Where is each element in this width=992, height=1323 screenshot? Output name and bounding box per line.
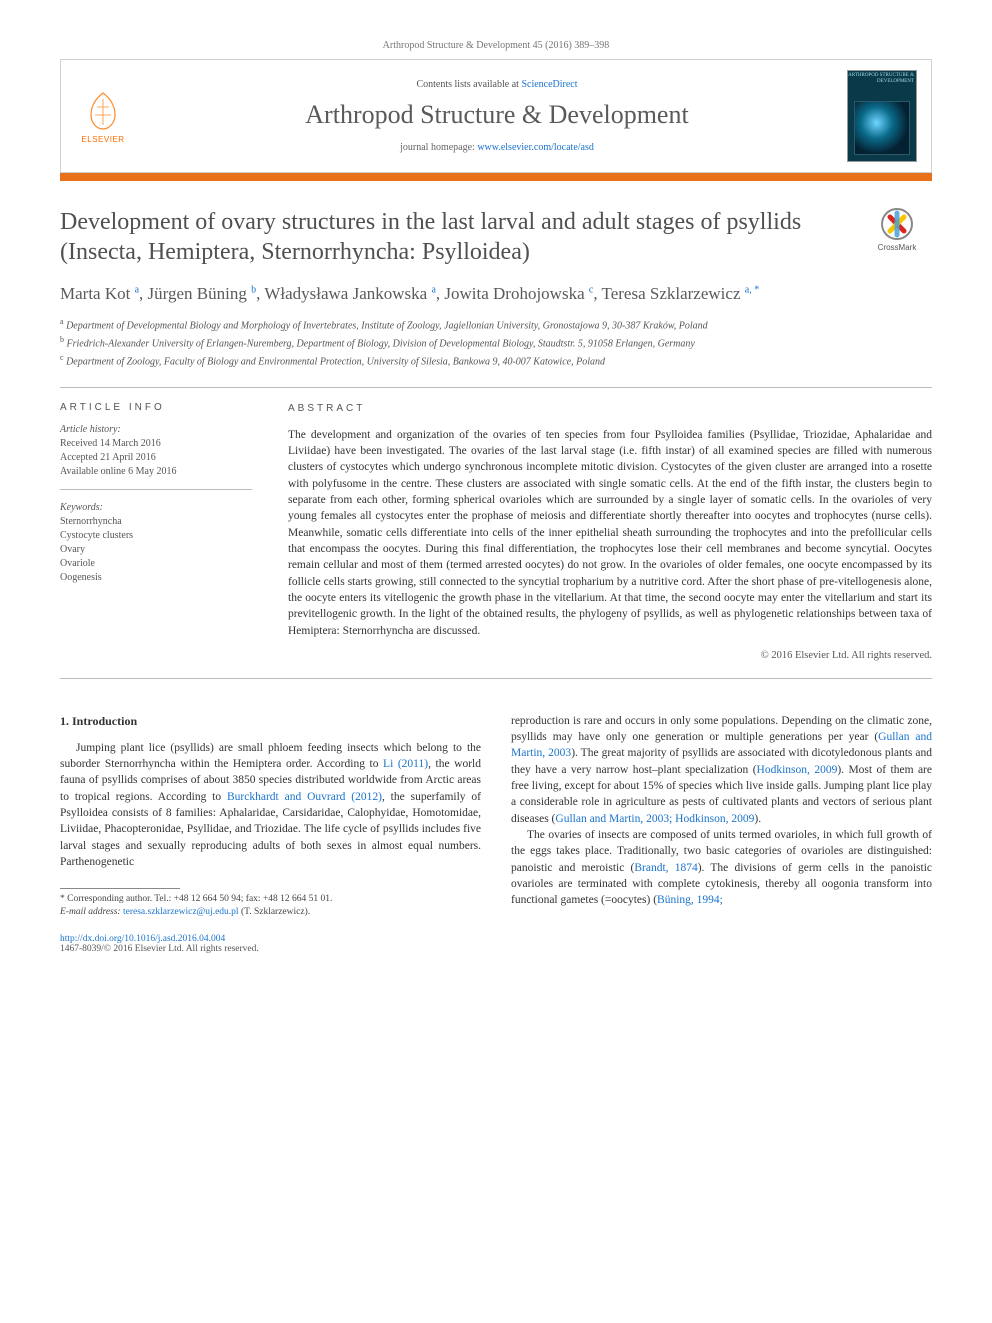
crossmark-badge[interactable]: CrossMark	[862, 207, 932, 253]
citation-link[interactable]: Brandt, 1874	[634, 862, 697, 874]
citation-link[interactable]: Li (2011)	[383, 758, 428, 770]
abstract-copyright: © 2016 Elsevier Ltd. All rights reserved…	[288, 649, 932, 664]
received-date: Received 14 March 2016	[60, 437, 252, 451]
article-info-heading: ARTICLE INFO	[60, 402, 252, 413]
cover-image	[854, 101, 910, 155]
affiliations: a Department of Developmental Biology an…	[60, 316, 932, 369]
cover-label: ARTHROPOD STRUCTURE & DEVELOPMENT	[848, 73, 914, 84]
intro-paragraph-1-cont: reproduction is rare and occurs in only …	[511, 713, 932, 827]
footnote-rule	[60, 888, 180, 889]
history-label: Article history:	[60, 423, 252, 437]
page-footer: http://dx.doi.org/10.1016/j.asd.2016.04.…	[60, 934, 932, 954]
article-info-sidebar: ARTICLE INFO Article history: Received 1…	[60, 388, 270, 677]
right-column: reproduction is rare and occurs in only …	[511, 713, 932, 918]
journal-header-box: ELSEVIER Contents lists available at Sci…	[60, 59, 932, 173]
citation-link[interactable]: Hodkinson, 2009	[757, 764, 838, 776]
intro-paragraph-2: The ovaries of insects are composed of u…	[511, 827, 932, 909]
article-history: Article history: Received 14 March 2016 …	[60, 423, 252, 490]
keyword: Sternorrhyncha	[60, 515, 252, 529]
homepage-line: journal homepage: www.elsevier.com/locat…	[147, 142, 847, 153]
contents-lists-line: Contents lists available at ScienceDirec…	[147, 79, 847, 90]
affiliation-b: b Friedrich-Alexander University of Erla…	[60, 334, 932, 352]
corresponding-email-link[interactable]: teresa.szklarzewicz@uj.edu.pl	[123, 907, 239, 917]
online-date: Available online 6 May 2016	[60, 465, 252, 479]
citation-link[interactable]: Burckhardt and Ouvrard (2012)	[227, 791, 382, 803]
orange-divider-bar	[60, 173, 932, 181]
corresponding-author-footnote: * Corresponding author. Tel.: +48 12 664…	[60, 893, 481, 918]
journal-title: Arthropod Structure & Development	[147, 100, 847, 130]
doi-link[interactable]: http://dx.doi.org/10.1016/j.asd.2016.04.…	[60, 934, 225, 944]
keyword: Ovariole	[60, 557, 252, 571]
article-title: Development of ovary structures in the l…	[60, 207, 932, 267]
email-line: E-mail address: teresa.szklarzewicz@uj.e…	[60, 906, 481, 918]
corresponding-line: * Corresponding author. Tel.: +48 12 664…	[60, 893, 481, 905]
keyword: Oogenesis	[60, 571, 252, 585]
affiliation-c: c Department of Zoology, Faculty of Biol…	[60, 352, 932, 370]
homepage-prefix: journal homepage:	[400, 142, 477, 153]
citation-link[interactable]: Büning, 1994;	[657, 894, 723, 906]
keywords-label: Keywords:	[60, 502, 252, 513]
journal-cover-thumbnail: ARTHROPOD STRUCTURE & DEVELOPMENT	[847, 70, 917, 162]
left-column: 1. Introduction Jumping plant lice (psyl…	[60, 713, 481, 918]
article-title-text: Development of ovary structures in the l…	[60, 209, 801, 265]
abstract-heading: ABSTRACT	[288, 402, 932, 416]
journal-reference: Arthropod Structure & Development 45 (20…	[60, 40, 932, 51]
keywords-list: Sternorrhyncha Cystocyte clusters Ovary …	[60, 515, 252, 585]
section-heading-introduction: 1. Introduction	[60, 713, 481, 730]
citation-link[interactable]: Gullan and Martin, 2003; Hodkinson, 2009	[555, 813, 754, 825]
elsevier-wordmark: ELSEVIER	[81, 135, 124, 144]
abstract-block: ABSTRACT The development and organizatio…	[270, 388, 932, 677]
crossmark-label: CrossMark	[878, 243, 917, 252]
affiliation-a: a Department of Developmental Biology an…	[60, 316, 932, 334]
journal-homepage-link[interactable]: www.elsevier.com/locate/asd	[477, 142, 594, 153]
author-list: Marta Kot a, Jürgen Büning b, Władysława…	[60, 283, 932, 306]
keyword: Ovary	[60, 543, 252, 557]
sciencedirect-link[interactable]: ScienceDirect	[521, 79, 577, 90]
elsevier-logo: ELSEVIER	[75, 85, 131, 147]
abstract-text: The development and organization of the …	[288, 427, 932, 639]
issn-copyright-line: 1467-8039/© 2016 Elsevier Ltd. All right…	[60, 944, 932, 954]
accepted-date: Accepted 21 April 2016	[60, 451, 252, 465]
intro-paragraph-1: Jumping plant lice (psyllids) are small …	[60, 740, 481, 871]
keyword: Cystocyte clusters	[60, 529, 252, 543]
body-two-column: 1. Introduction Jumping plant lice (psyl…	[60, 713, 932, 918]
contents-prefix: Contents lists available at	[416, 79, 521, 90]
